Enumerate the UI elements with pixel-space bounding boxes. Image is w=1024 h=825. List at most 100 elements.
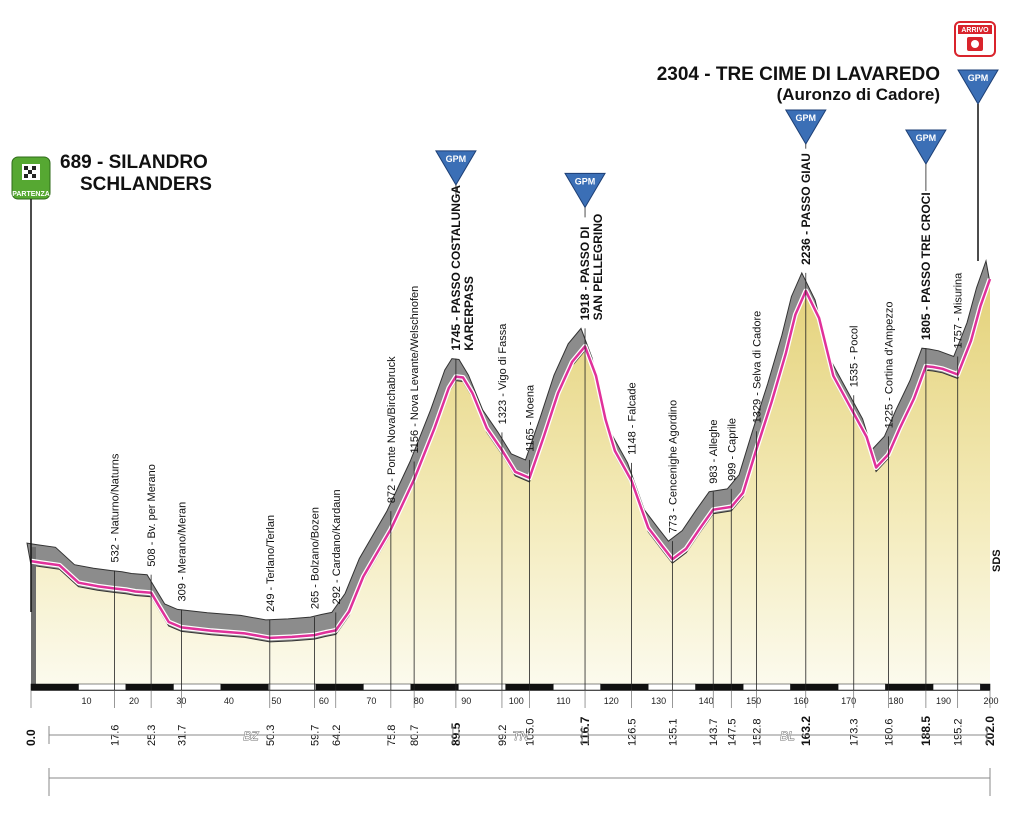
x-label: 0.0 xyxy=(24,729,38,746)
province-label: TN xyxy=(512,729,528,743)
finish-subtitle: (Auronzo di Cadore) xyxy=(777,85,940,104)
x-label: 188.5 xyxy=(919,716,933,746)
km-segment xyxy=(173,683,222,691)
km-tick-label: 60 xyxy=(319,696,329,706)
waypoint-label: 1156 - Nova Levante/Welschnofen xyxy=(409,286,421,454)
km-tick-label: 10 xyxy=(81,696,91,706)
km-tick-label: 20 xyxy=(129,696,139,706)
x-label: 152.8 xyxy=(751,718,763,746)
km-tick-label: 120 xyxy=(604,696,619,706)
x-label: 173.3 xyxy=(849,718,861,746)
km-tick-label: 140 xyxy=(699,696,714,706)
km-segment xyxy=(790,683,839,691)
km-tick-label: 100 xyxy=(509,696,524,706)
gpm-label: GPM xyxy=(575,176,596,186)
x-label: 135.1 xyxy=(667,718,679,746)
waypoint-label: 1148 - Falcade xyxy=(627,382,639,455)
waypoint-label: 532 - Naturno/Naturns xyxy=(110,453,122,562)
gpm-label: GPM xyxy=(796,113,817,123)
gpm-climb-label: 1745 - PASSO COSTALUNGA xyxy=(449,185,463,351)
waypoint-label: 983 - Alleghe xyxy=(708,420,720,484)
km-axis-bar: 10 20 30 40 50 60 70 80 90 100 110 120 130 140 150 160 1… xyxy=(30,683,999,706)
start-title: 689 - SILANDRO xyxy=(60,152,208,173)
km-segment xyxy=(268,683,317,691)
start-alt-name: SCHLANDERS xyxy=(80,174,212,195)
gpm-climb-label-2: SAN PELLEGRINO xyxy=(591,214,605,321)
waypoint-label: 999 - Caprile xyxy=(726,418,738,481)
km-segment xyxy=(600,683,649,691)
waypoint-label: 872 - Ponte Nova/Birchabruck xyxy=(386,356,398,503)
waypoint-label: 1757 - Misurina xyxy=(953,272,965,349)
x-label: 195.2 xyxy=(953,718,965,746)
x-label: 202.0 xyxy=(983,716,997,746)
km-segment xyxy=(837,683,886,691)
km-segment xyxy=(695,683,744,691)
finish-header: 2304 - TRE CIME DI LAVAREDO (Auronzo di … xyxy=(657,21,996,104)
finish-badge-label: ARRIVO xyxy=(961,27,989,34)
km-tick-label: 50 xyxy=(271,696,281,706)
km-tick-label: 200 xyxy=(984,696,999,706)
gpm-marker-icon xyxy=(784,109,827,145)
start-altitude: 689 xyxy=(60,152,92,173)
km-segment xyxy=(552,683,602,691)
waypoint-label: 309 - Merano/Meran xyxy=(176,502,188,602)
gpm-climb-label: 1805 - PASSO TRE CROCI xyxy=(919,192,933,340)
km-tick-label: 190 xyxy=(936,696,951,706)
km-segment xyxy=(220,683,269,691)
gpm-climb-label: 1918 - PASSO DI xyxy=(578,227,592,321)
province-bar: BZ TN BL xyxy=(48,726,991,796)
gpm-marker-icon xyxy=(435,150,477,186)
km-segment xyxy=(315,683,364,691)
start-badge-label: PARTENZA xyxy=(12,191,50,198)
waypoints: 532 - Naturno/Naturns 508 - Bv. per Meran… xyxy=(110,69,999,690)
gpm-marker-icon xyxy=(905,129,947,165)
x-label: 147.5 xyxy=(726,718,738,746)
km-segment xyxy=(742,683,791,691)
km-segment xyxy=(125,683,174,691)
km-segment xyxy=(363,683,412,691)
finish-gpm-icon xyxy=(957,69,999,105)
waypoint-label: 249 - Terlano/Terlan xyxy=(265,515,277,612)
gpm-climb-label: 2236 - PASSO GIAU xyxy=(799,153,813,265)
x-label: 163.2 xyxy=(799,716,813,746)
waypoint-label: 1165 - Moena xyxy=(524,384,536,452)
km-segment xyxy=(30,683,79,691)
km-tick-label: 110 xyxy=(556,696,570,706)
gpm-label: GPM xyxy=(916,133,937,143)
start-header: PARTENZA 689 - SILANDRO SCHLANDERS xyxy=(11,152,212,612)
profile-fill xyxy=(31,283,990,690)
province-label: BL xyxy=(780,729,795,743)
km-segment xyxy=(932,683,981,691)
km-tick-label: 80 xyxy=(414,696,424,706)
km-segment xyxy=(457,683,507,691)
province-label: BZ xyxy=(243,729,259,743)
waypoint-label: 1535 - Pocol xyxy=(849,326,861,388)
x-label: 143.7 xyxy=(708,718,720,746)
km-segment xyxy=(78,683,127,691)
km-tick-label: 170 xyxy=(841,696,856,706)
waypoint-label: 508 - Bv. per Merano xyxy=(146,464,158,567)
waypoint-label: 292 - Cardano/Kardaun xyxy=(331,489,343,604)
finish-gpm-label: GPM xyxy=(968,73,989,83)
x-label: 105.0 xyxy=(524,718,536,746)
km-segment xyxy=(410,683,459,691)
x-label: 89.5 xyxy=(449,722,463,746)
waypoint-label: 1323 - Vigo di Fassa xyxy=(497,323,509,425)
x-label: 180.6 xyxy=(883,718,895,746)
waypoint-label: 265 - Bolzano/Bozen xyxy=(309,507,321,609)
start-name: SILANDRO xyxy=(109,152,208,173)
km-tick-label: 160 xyxy=(794,696,809,706)
waypoint-label: 1329 - Selva di Cadore xyxy=(751,311,763,424)
road-line xyxy=(30,278,992,640)
km-tick-label: 180 xyxy=(889,696,904,706)
finish-title: 2304 - TRE CIME DI LAVAREDO xyxy=(657,64,940,85)
gpm-marker-icon xyxy=(564,172,606,209)
waypoint-label: 773 - Cencenighe Agordino xyxy=(667,400,679,533)
km-tick-label: 130 xyxy=(651,696,666,706)
gpm-climb-label-2: KARERPASS xyxy=(462,276,476,350)
x-label: 116.7 xyxy=(578,716,592,746)
waypoint-label: 1225 - Cortina d'Ampezzo xyxy=(883,302,895,429)
km-segment xyxy=(647,683,696,691)
gpm-label: GPM xyxy=(446,154,467,164)
